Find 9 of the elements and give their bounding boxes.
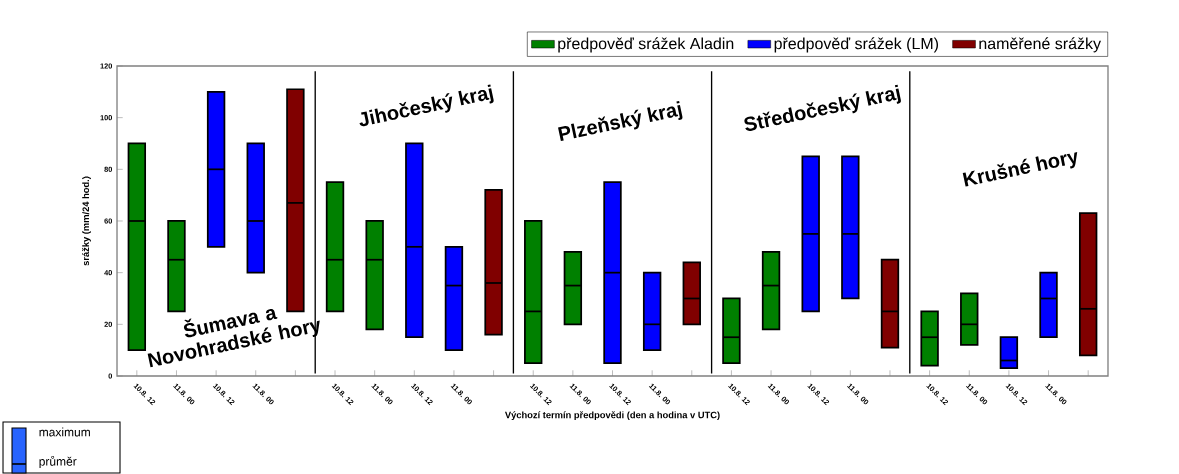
x-axis-title: Výchozí termín předpovědi (den a hodina v UTC)	[504, 411, 720, 421]
legend-label: naměřené srážky	[979, 37, 1101, 53]
text: průměr	[39, 455, 77, 469]
annotation: Plzeňský kraj	[558, 101, 683, 141]
legend-label: předpověď srážek (LM)	[774, 37, 939, 53]
y-axis-title: srážky (mm/24 hod.)	[82, 176, 91, 266]
legend-label: předpověď srážek Aladin	[558, 37, 734, 53]
text: maximum	[39, 427, 90, 437]
annotation: Krušné hory	[962, 152, 1078, 187]
